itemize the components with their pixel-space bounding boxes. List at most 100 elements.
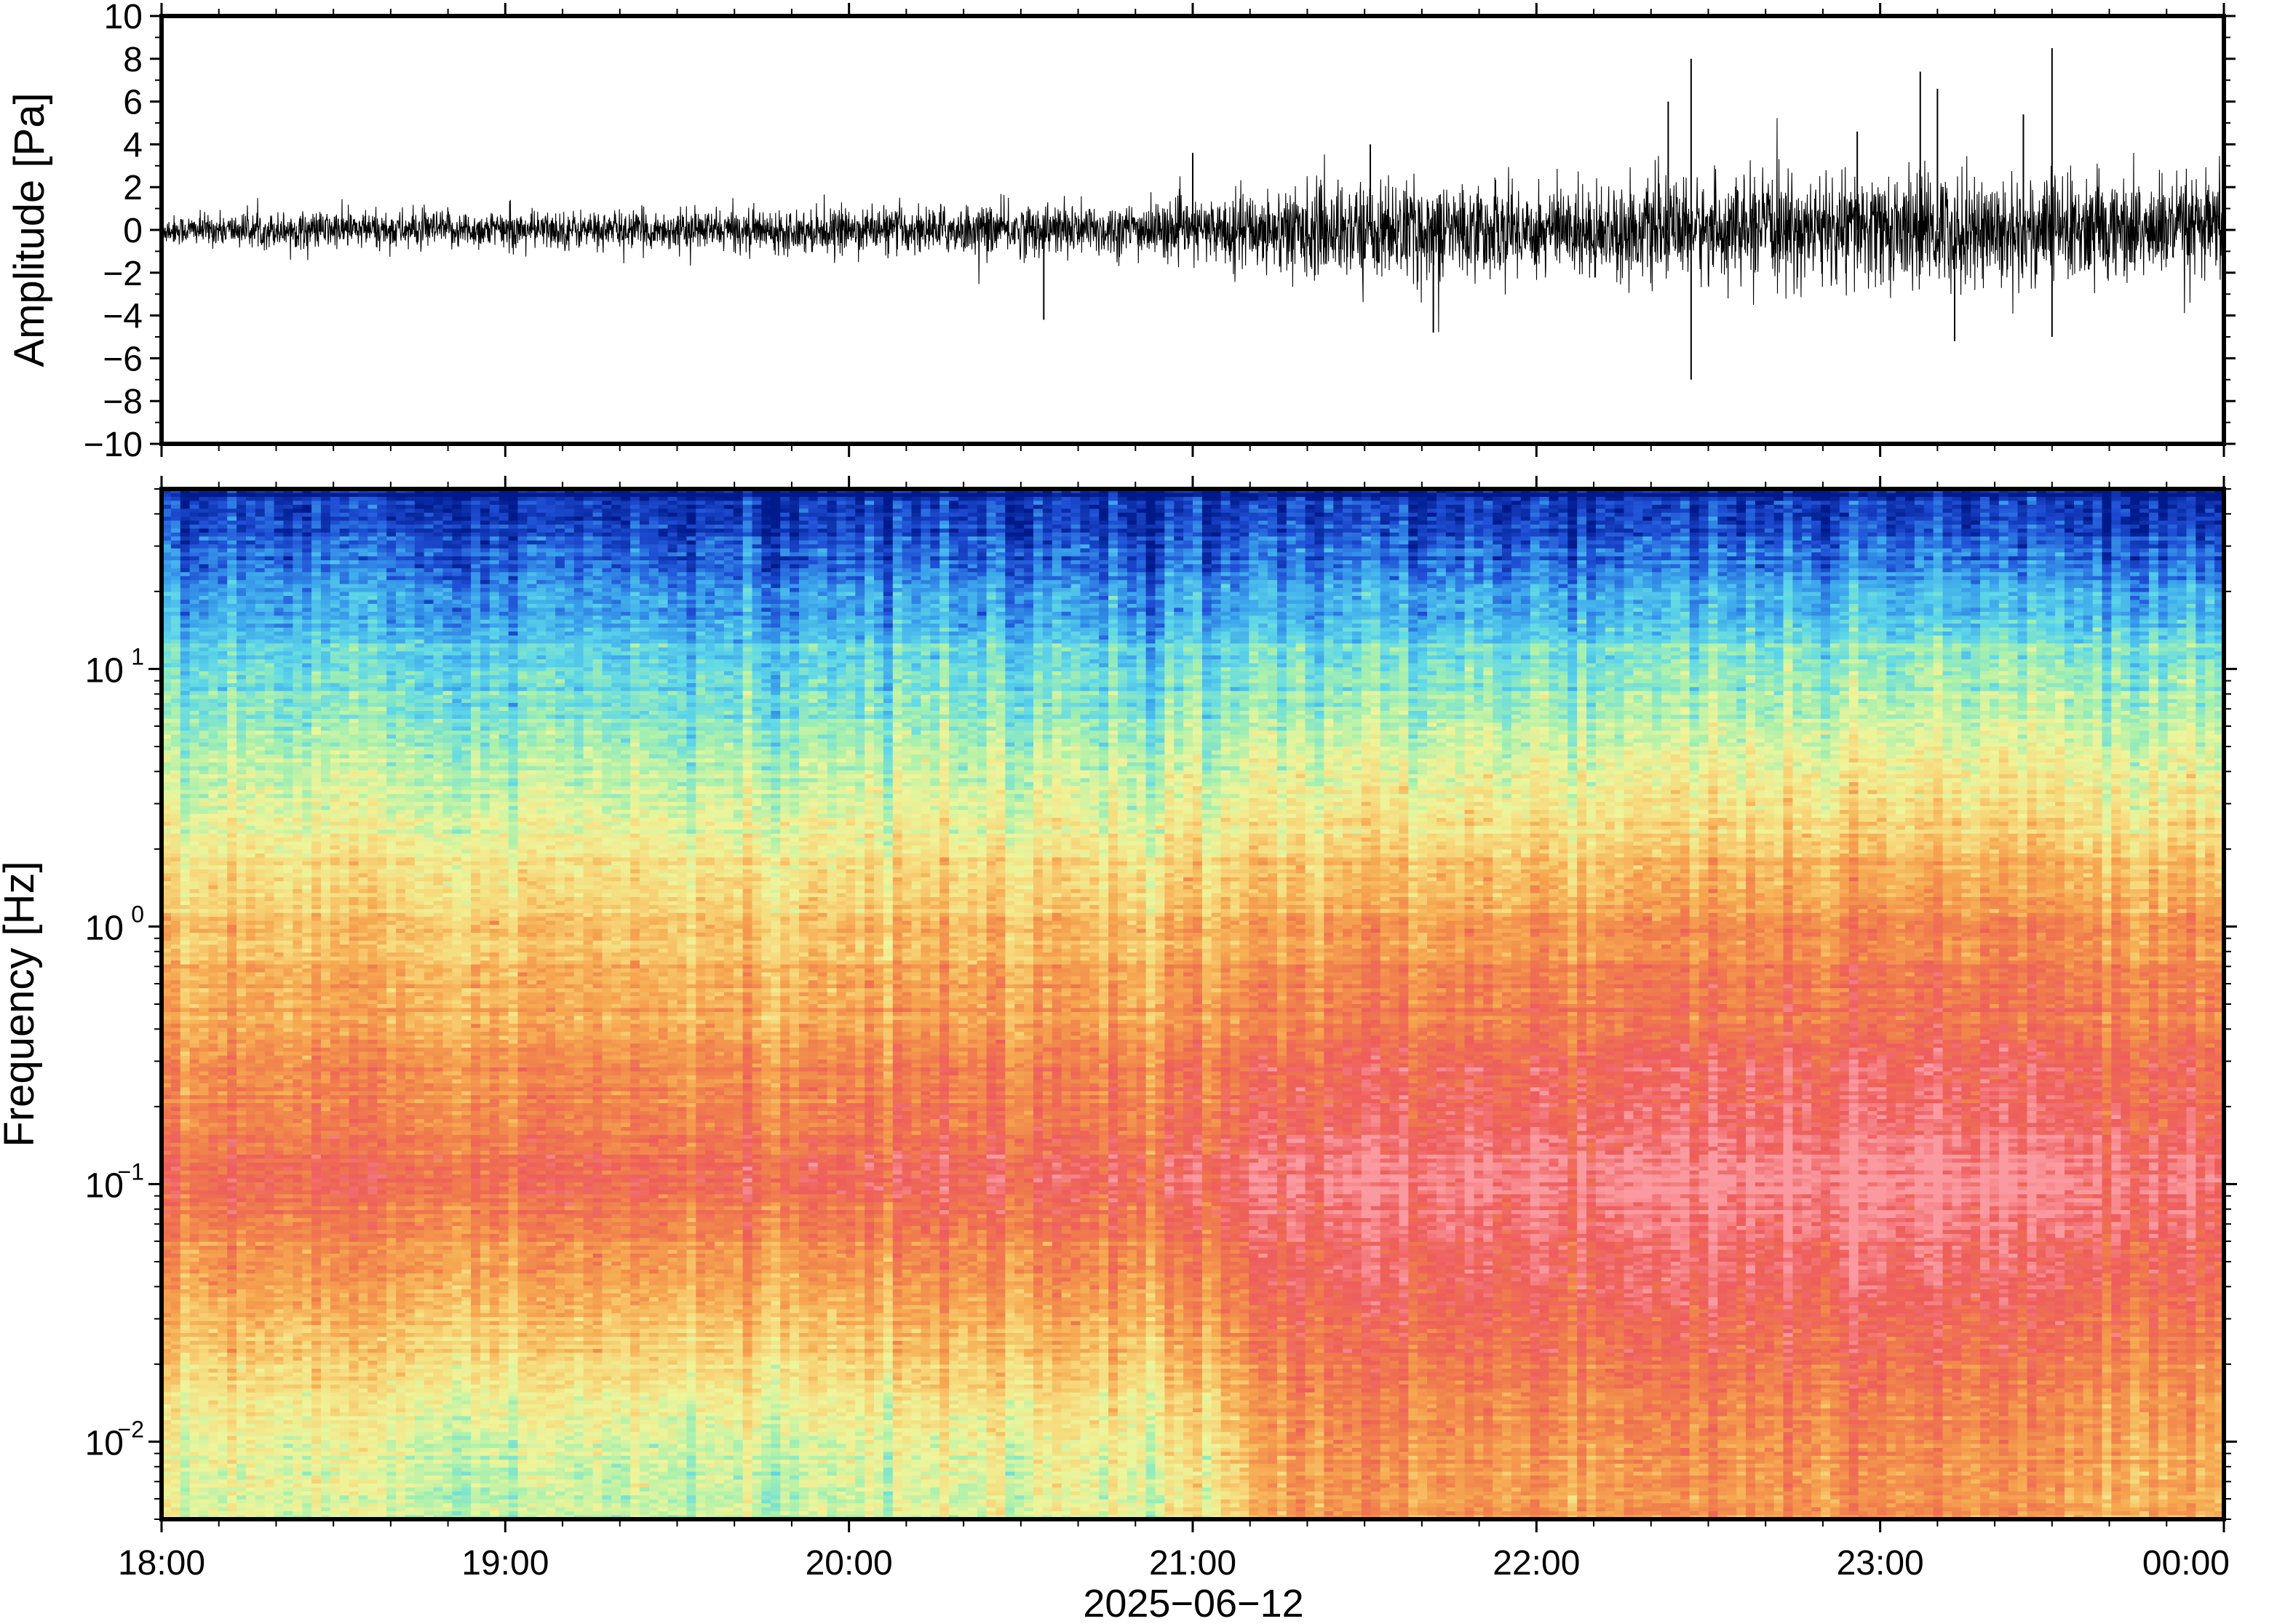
spectrogram-cell [1408,521,1418,525]
spectrogram-cell [1586,501,1596,505]
spectrogram-cell [996,513,1005,517]
spectrogram-cell [1624,493,1634,497]
spectrogram-cell [1221,509,1231,513]
spectrogram-cell [668,505,677,509]
spectrogram-cell [1099,513,1108,517]
spectrogram-cell [2177,525,2187,529]
spectrogram-cell [1586,521,1596,525]
spectrogram-cell [1915,517,1924,521]
spectrogram-cell [780,493,790,497]
spectrogram-cell [724,525,734,529]
spectrogram-cell [424,501,434,505]
spectrogram-cell [359,521,368,525]
spectrogram-cell [584,521,593,525]
spectrogram-cell [2102,521,2112,525]
spectrogram-cell [574,509,584,513]
spectrogram-cell [1239,517,1249,521]
spectrogram-cell [218,525,227,529]
spectrogram-cell [434,505,443,509]
spectrogram-cell [1005,497,1014,501]
spectrogram-cell [1436,501,1446,505]
spectrogram-cell [1390,497,1399,501]
spectrogram-cell [1343,521,1352,525]
spectrogram-cell [1624,501,1634,505]
spectrogram-cell [1314,517,1324,521]
spectrogram-cell [499,528,509,533]
spectrogram-cell [1193,521,1202,525]
spectrogram-cell [1709,517,1718,521]
spectrogram-cell [630,497,640,501]
spectrogram-cell [2036,509,2046,513]
spectrogram-cell [2018,513,2027,517]
spectrogram-cell [265,509,274,513]
spectrogram-cell [499,493,509,497]
spectrogram-cell [565,525,574,529]
spectrogram-cell [1183,493,1193,497]
spectrogram-cell [1408,493,1418,497]
spectrogram-cell [2186,505,2196,509]
spectrogram-cell [1174,505,1183,509]
spectrogram-cell [874,521,883,525]
spectrogram-cell [2139,505,2149,509]
spectrogram-cell [1071,525,1081,529]
spectrogram-cell [1127,525,1137,529]
spectrogram-cell [452,528,461,533]
spectrogram-cell [705,505,715,509]
spectrogram-cell [1080,525,1089,529]
spectrogram-cell [1867,493,1877,497]
spectrogram-cell [274,497,284,501]
spectrogram-cell [1765,497,1774,501]
spectrogram-cell [1915,505,1924,509]
spectrogram-cell [987,513,996,517]
spectrogram-cell [1427,513,1436,517]
spectrogram-cell [686,493,696,497]
spectrogram-cell [1062,521,1071,525]
spectrogram-cell [593,521,603,525]
spectrogram-cell [1137,493,1146,497]
spectrogram-cell [199,521,209,525]
spectrogram-cell [780,513,790,517]
spectrogram-cell [283,525,293,529]
spectrogram-cell [1436,513,1446,517]
spectrogram-cell [1924,517,1934,521]
spectrogram-cell [302,525,311,529]
spectrogram-cell [649,493,659,497]
spectrogram-cell [1586,525,1596,529]
spectrogram-cell [1755,493,1765,497]
spectrogram-cell [846,493,855,497]
spectrogram-cell [705,521,715,525]
spectrogram-cell [1249,517,1258,521]
spectrogram-cell [1699,513,1709,517]
spectrogram-cell [1558,517,1567,521]
waveform-ylabel: Amplitude [Pa] [6,92,53,367]
spectrogram-cell [1399,517,1408,521]
spectrogram-cell [2065,493,2074,497]
spectrogram-cell [1661,517,1671,521]
spectrogram-cell [349,525,359,529]
spectrogram-cell [480,497,490,501]
spectrogram-cell [396,493,405,497]
spectrogram-cell [771,501,780,505]
spectrogram-cell [1605,525,1615,529]
spectrogram-cell [546,501,555,505]
spectrogram-cell [1671,497,1680,501]
spectrogram-cell [2055,497,2065,501]
spectrogram-cell [471,513,480,517]
spectrogram-cell [912,493,921,497]
spectrogram-cell [874,501,883,505]
spectrogram-cell [790,528,799,533]
spectrogram-cell [1324,513,1333,517]
spectrogram-cell [2008,505,2018,509]
spectrogram-cell [1877,509,1886,513]
spectrogram-cell [1390,517,1399,521]
spectrogram-cell [2121,501,2130,505]
spectrogram-cell [1483,501,1493,505]
spectrogram-cell [1164,501,1174,505]
spectrogram-cell [1896,493,1905,497]
spectrogram-cell [1521,497,1530,501]
spectrogram-cell [1174,497,1183,501]
spectrogram-cell [2018,509,2027,513]
spectrogram-cell [1615,497,1624,501]
spectrogram-cell [359,513,368,517]
spectrogram-cell [1033,505,1043,509]
